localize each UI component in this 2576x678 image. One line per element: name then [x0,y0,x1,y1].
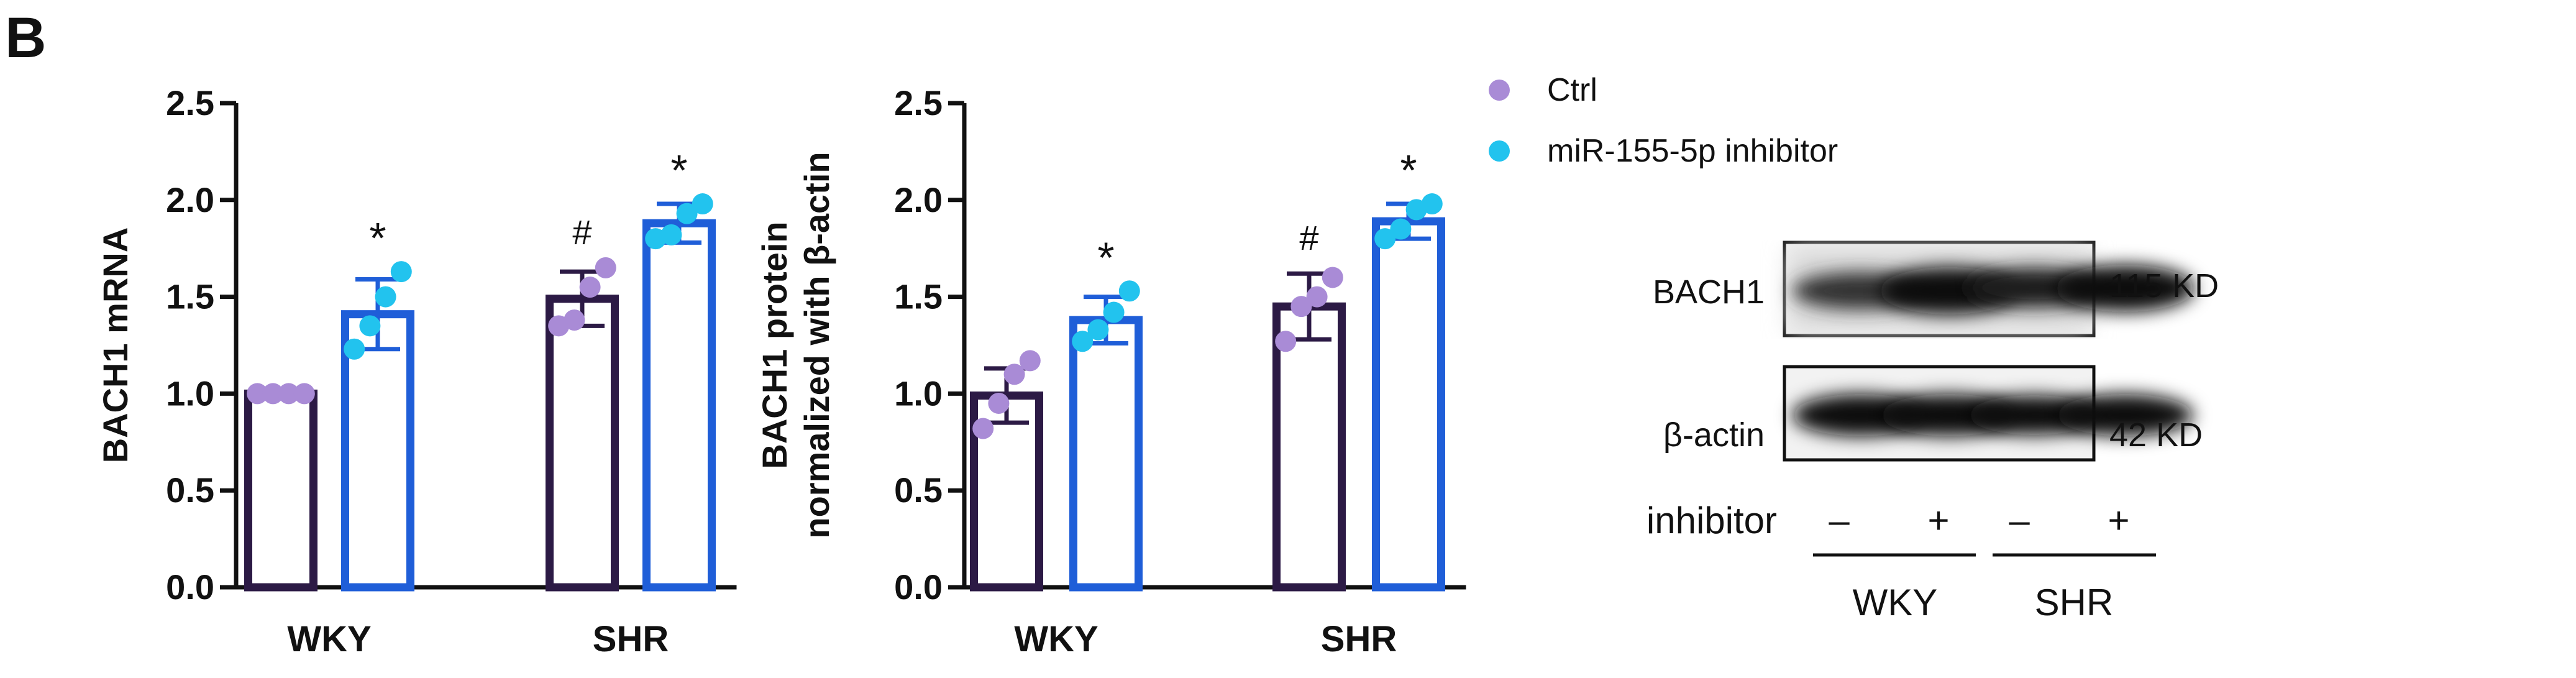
data-point [1374,228,1396,250]
data-point [692,193,713,215]
data-point [595,257,616,278]
data-point [1275,331,1297,352]
data-point [988,392,1010,414]
data-point [375,286,396,308]
blot-size-actin: 42 KD [2109,416,2203,454]
y-tick-label: 1.5 [166,277,214,316]
legend-marker-ctrl [1489,80,1510,101]
data-point [390,261,412,283]
legend-label-ctrl: Ctrl [1547,72,1597,108]
significance-label: # [1299,218,1318,257]
bar [642,219,716,592]
y-tick-label: 1.5 [894,277,943,316]
panel-label: B [5,6,46,70]
lane-sign-4: + [2108,500,2129,541]
band-actin-lane4 [2057,394,2193,436]
data-point [1019,350,1041,372]
y-axis-label: BACH1 protein [755,221,794,469]
significance-label: * [1400,146,1417,195]
blot-label-actin: β-actin [1663,416,1765,454]
data-point [1322,267,1343,288]
data-point [262,383,284,405]
data-point [1290,296,1312,318]
y-tick-label: 0.0 [166,567,214,607]
bar [546,295,619,592]
data-point [1103,301,1125,323]
bar [970,392,1043,592]
x-category-label: WKY [1014,619,1098,659]
legend: Ctrl miR-155-5p inhibitor [1489,72,1838,169]
x-category-label: SHR [1321,619,1397,659]
data-point [1421,193,1443,215]
y-tick-label: 2.0 [894,180,943,219]
data-point [1118,280,1140,302]
data-point [293,383,315,405]
y-tick-label: 2.5 [894,83,943,122]
western-blot: BACH1 115 KD β-actin 42 KD inhibitor – +… [1647,241,2219,623]
y-axis-label: normalized with β-actin [797,152,836,538]
band-bach1-lane4 [2055,265,2195,312]
data-point [1390,218,1412,240]
blot-bach1 [1783,241,2195,337]
data-point [660,224,682,245]
y-tick-label: 0.5 [894,470,943,510]
group-label-shr: SHR [2035,582,2114,623]
legend-label-inhibitor: miR-155-5p inhibitor [1547,133,1838,169]
legend-marker-inhibitor [1489,140,1510,162]
blot-label-bach1: BACH1 [1653,273,1765,311]
bach1-mrna-chart: 0.0 0.5 1.0 1.5 2.0 2.5 BACH1 mRNA WKY SHR # * * [96,83,737,659]
blot-actin [1783,365,2193,462]
significance-label: * [670,146,687,195]
data-point [247,383,268,405]
data-point [579,277,601,298]
data-point [1072,331,1094,352]
y-tick-label: 1.0 [166,373,214,413]
data-point [1306,286,1328,308]
x-category-label: SHR [593,619,669,659]
data-point [564,309,585,331]
bar [244,389,317,592]
bar [1069,316,1143,592]
data-point [1003,364,1025,385]
y-tick-label: 0.0 [894,567,943,607]
data-point [676,203,698,224]
blot-treatment-label: inhibitor [1647,500,1777,541]
y-axis-label: BACH1 mRNA [96,227,135,464]
y-tick-label: 1.0 [894,373,943,413]
data-point [278,383,299,405]
data-point [972,418,994,439]
y-tick-label: 2.0 [166,180,214,219]
y-tick-label: 0.5 [166,470,214,510]
data-point [344,338,365,360]
lane-sign-2: + [1927,500,1949,541]
bach1-protein-chart: 0.0 0.5 1.0 1.5 2.0 2.5 BACH1 protein normalize… [755,83,1466,659]
significance-label: # [572,213,591,252]
data-point [359,315,381,337]
group-label-wky: WKY [1853,582,1938,623]
data-point [1087,319,1109,341]
bar [1372,217,1445,592]
significance-label: * [1097,233,1114,282]
bar [1272,302,1346,592]
x-category-label: WKY [287,619,371,659]
lane-sign-1: – [1829,500,1850,541]
significance-label: * [369,214,386,262]
blot-size-bach1: 115 KD [2109,267,2219,305]
lane-sign-3: – [2009,500,2030,541]
y-tick-label: 2.5 [166,83,214,122]
